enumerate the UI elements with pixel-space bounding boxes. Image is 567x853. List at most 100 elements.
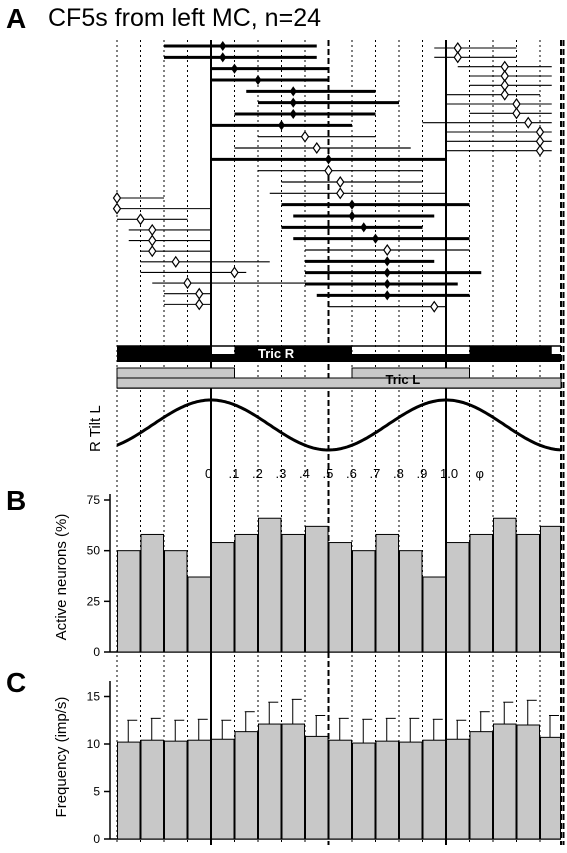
muscle-label-tric-l: Tric L [386,372,421,387]
data-bar [375,533,399,653]
figure-title: CF5s from left MC, n=24 [48,4,321,32]
preferred-phase-diamond [324,154,333,165]
phase-tick-label: .4 [299,466,310,481]
data-bar [516,533,540,653]
panel-c-y-ticks: 0 5 10 15 [87,690,101,847]
data-bar [446,738,470,840]
y-tick-label: 10 [87,737,101,751]
data-bar [469,533,493,653]
data-bar [352,742,376,840]
data-bar [540,525,561,653]
data-bar [211,738,235,840]
phase-tick-labels: 0 .1 .2 .3 .4 .5 .6 .7 .8 .9 1.0 φ [205,466,484,481]
preferred-phase-diamond [348,199,356,210]
phase-tick-label: .7 [370,466,381,481]
data-bar [164,550,188,653]
preferred-phase-diamond [171,255,180,268]
preferred-phase-diamond [148,234,157,247]
y-tick-label: 0 [93,645,100,659]
preferred-phase-diamond [336,175,345,189]
data-bar [352,550,376,653]
preferred-phase-diamond [148,245,157,258]
preferred-phase-diamond [360,222,368,233]
data-bar [164,740,188,840]
data-bar [305,525,329,653]
data-bar [234,533,258,653]
y-tick-label: 0 [93,832,100,846]
data-bar [516,724,540,840]
preferred-phase-diamond [500,88,509,101]
panel-b-y-ticks: 0 25 50 75 [87,493,101,659]
data-bar [281,533,305,653]
y-tick-label: 15 [87,690,101,704]
panel-c-ylabel: Frequency (imp/s) [53,697,70,818]
muscle-activity-bars [116,345,562,389]
panel-b-bar-chart [104,494,561,653]
phase-tick-label: .2 [252,466,263,481]
preferred-phase-diamond [277,120,286,131]
preferred-phase-diamond [383,290,391,301]
preferred-phase-diamond [383,256,391,267]
muscle-label-tric-r: Tric R [258,346,295,361]
preferred-phase-diamond [524,116,533,129]
phase-tick-label: 0 [205,466,212,481]
tilt-trace [116,398,562,452]
data-bar [446,542,470,653]
data-bar [469,731,493,840]
preferred-phase-diamond [512,107,521,120]
preferred-phase-diamond [371,233,380,244]
panel-letter-a: A [6,3,26,34]
y-tick-label: 5 [93,785,100,799]
data-bar [493,723,517,840]
tric-l-thin-bar [116,377,562,389]
panel-letter-b: B [6,485,26,516]
y-tick-label: 50 [87,544,101,558]
data-bar [422,576,446,653]
data-bar [328,739,352,840]
phase-tick-label: .8 [393,466,404,481]
data-bar [375,740,399,840]
phase-tick-label: .6 [346,466,357,481]
preferred-phase-diamond [289,86,297,97]
data-bar [187,576,211,653]
tilt-label: R Tilt L [87,405,104,452]
data-bar [399,550,423,653]
preferred-phase-diamond [289,108,297,120]
panel-letter-c: C [6,667,26,698]
phase-tick-label: .1 [229,466,240,481]
preferred-phase-diamond [383,278,391,290]
preferred-phase-diamond [336,187,345,200]
preferred-phase-diamond [230,63,239,74]
data-bar [117,550,141,653]
preferred-phase-diamond [183,277,192,290]
preferred-phase-diamond [112,191,122,205]
data-bar [422,739,446,840]
preferred-phase-diamond [535,144,545,157]
preferred-phase-diamond [148,223,157,236]
data-bar [540,736,561,840]
panel-c-bar-chart [104,681,561,840]
data-bar [258,517,282,653]
phase-tick-label: .3 [276,466,287,481]
preferred-phase-diamond [383,267,391,278]
data-bar [211,542,235,653]
preferred-phase-diamond [300,130,310,143]
preferred-phase-diamond [324,164,333,177]
preferred-phase-diamond [453,51,462,64]
preferred-phase-diamond [219,40,227,52]
preferred-phase-diamond [430,300,439,313]
phase-tick-label: 1.0 [440,466,458,481]
phase-symbol: φ [476,466,484,481]
data-bar [140,533,164,653]
preferred-phase-diamond [195,287,204,300]
data-bar [187,739,211,840]
data-bar [281,723,305,840]
preferred-phase-diamond [195,298,204,311]
data-bar [234,731,258,840]
preferred-phase-diamond [383,243,392,257]
tric-r-thin-bar [117,354,561,362]
preferred-phase-diamond [312,141,321,155]
panel-b-ylabel: Active neurons (%) [53,514,70,641]
data-bar [305,735,329,840]
y-tick-label: 75 [87,493,101,507]
